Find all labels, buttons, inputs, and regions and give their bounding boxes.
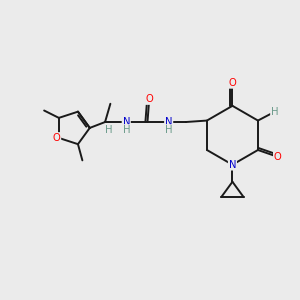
Text: N: N [165,117,172,127]
Text: O: O [274,152,281,162]
Text: N: N [229,160,236,170]
Text: H: H [271,107,278,117]
Text: O: O [52,133,60,143]
Text: O: O [229,78,236,88]
Text: N: N [122,117,130,127]
Text: H: H [165,125,172,135]
Text: H: H [105,125,112,135]
Text: H: H [122,125,130,135]
Text: O: O [145,94,153,104]
